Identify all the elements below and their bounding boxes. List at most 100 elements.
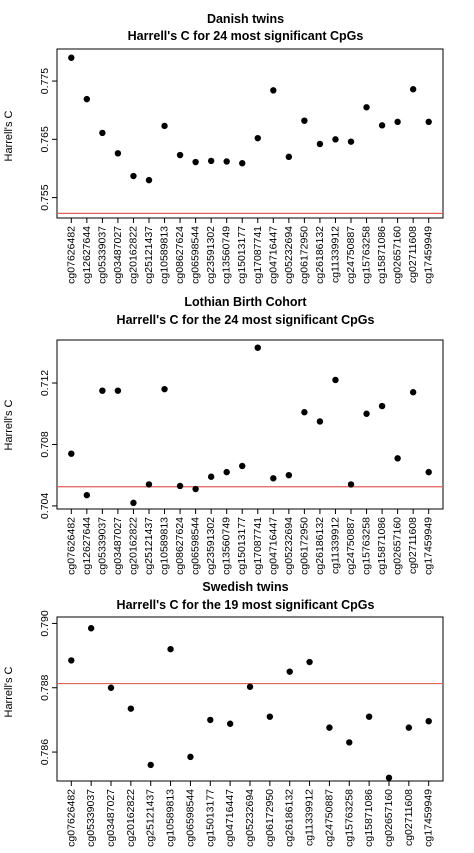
plot-frame [56, 339, 444, 510]
data-point-cg04716447 [226, 720, 234, 727]
y-tick-label: 0.704 [39, 493, 51, 519]
data-point-cg02711608 [405, 724, 413, 731]
chart-subtitle: Harrell's C for the 19 most significant … [117, 598, 375, 612]
y-tick-label: 0.712 [39, 370, 51, 396]
data-point-cg05232694 [285, 472, 293, 479]
x-tick-label: cg03487027 [112, 226, 124, 284]
data-point-cg15013177 [207, 716, 214, 724]
x-tick-label: cg17459949 [423, 517, 435, 575]
x-tick-label: cg15871086 [376, 517, 388, 575]
chart-panel-lothian-birth-cohort: Lothian Birth Cohort Harrell's C for the… [3, 295, 444, 575]
data-point-cg26186132 [316, 140, 324, 148]
x-tick-label: cg23591302 [205, 517, 217, 575]
y-axis-label: Harrell's C [3, 666, 15, 717]
data-point-cg15013177 [239, 462, 246, 470]
x-tick-label: cg25121437 [143, 517, 155, 575]
x-tick-label: cg08627624 [174, 226, 186, 284]
x-tick-label: cg02711608 [403, 789, 415, 846]
chart-subtitle: Harrell's C for the 24 most significant … [117, 313, 375, 327]
data-point-cg13560749 [223, 158, 230, 165]
data-point-cg17459949 [425, 118, 432, 126]
data-point-cg02657160 [394, 455, 401, 462]
chart-panel-danish-twins: Danish twins Harrell's C for 24 most sig… [3, 12, 444, 284]
data-point-cg02657160 [394, 118, 401, 126]
data-point-cg15763258 [363, 410, 370, 417]
x-tick-label: cg11339912 [329, 226, 341, 283]
x-tick-label: cg02657160 [392, 517, 404, 575]
y-tick-label: 0.708 [39, 431, 51, 457]
x-tick-label: cg12627644 [81, 226, 93, 284]
x-tick-label: cg02657160 [383, 789, 395, 847]
data-point-cg10589813 [161, 122, 168, 130]
data-point-cg02657160 [385, 774, 393, 781]
data-point-cg25121437 [147, 761, 154, 769]
x-tick-label: cg20162822 [125, 789, 137, 847]
x-tick-label: cg10589813 [165, 789, 177, 847]
data-point-cg15763258 [346, 739, 353, 746]
x-tick-label: cg04716447 [267, 517, 279, 575]
y-axis-label: Harrell's C [3, 110, 15, 161]
x-tick-label: cg17459949 [423, 789, 435, 847]
x-tick-label: cg10589813 [159, 517, 171, 575]
data-point-cg15013177 [239, 160, 246, 167]
data-point-cg24750887 [347, 138, 355, 145]
data-point-cg20162822 [127, 705, 135, 712]
x-tick-label: cg05232694 [283, 517, 295, 575]
data-point-cg10589813 [167, 645, 174, 653]
data-point-cg03487027 [107, 684, 115, 691]
data-point-cg08627624 [176, 151, 184, 159]
y-axis-ticks: 0.786 0.788 0.790 [39, 610, 57, 765]
x-tick-label: cg07626482 [65, 517, 77, 575]
data-point-cg06598544 [192, 485, 199, 493]
data-point-cg12627644 [83, 491, 91, 499]
data-point-cg05339037 [87, 625, 95, 632]
y-tick-label: 0.775 [39, 68, 51, 94]
x-tick-label: cg15763258 [361, 517, 373, 575]
data-point-cg02711608 [409, 389, 417, 396]
x-tick-label: cg26186132 [314, 226, 326, 284]
x-tick-label: cg17087741 [252, 226, 264, 284]
x-tick-label: cg13560749 [221, 226, 233, 284]
data-point-cg06172950 [266, 713, 274, 720]
data-point-cg26186132 [316, 418, 324, 425]
data-point-cg06172950 [301, 409, 308, 416]
y-axis-ticks: 0.755 0.765 0.775 [39, 68, 57, 211]
x-tick-label: cg23591302 [205, 226, 217, 284]
data-point-cg17087741 [254, 344, 261, 351]
x-tick-label: cg06598544 [190, 517, 202, 575]
x-tick-label: cg02711608 [407, 226, 419, 283]
data-point-cg23591302 [207, 473, 215, 480]
data-point-cg06598544 [192, 158, 199, 166]
data-point-cg11339912 [306, 658, 313, 666]
x-tick-label: cg06172950 [298, 517, 310, 575]
x-tick-label: cg15871086 [363, 789, 375, 847]
chart-subtitle: Harrell's C for 24 most significant CpGs [128, 29, 364, 43]
x-tick-label: cg15013177 [204, 789, 216, 847]
x-tick-label: cg24750887 [345, 226, 357, 284]
x-tick-label: cg24750887 [345, 517, 357, 575]
y-tick-label: 0.790 [39, 610, 51, 636]
data-point-cg03487027 [114, 150, 122, 157]
y-tick-label: 0.788 [39, 674, 51, 700]
data-point-cg15871086 [378, 122, 386, 129]
data-point-cg23591302 [207, 157, 215, 165]
plot-frame [56, 616, 444, 782]
data-point-cg05232694 [285, 153, 293, 161]
x-tick-label: cg05232694 [283, 226, 295, 284]
x-tick-label: cg15013177 [236, 517, 248, 575]
x-tick-label: cg07626482 [65, 226, 77, 284]
data-point-cg17459949 [425, 468, 432, 476]
data-points [68, 625, 432, 781]
x-tick-label: cg11339912 [304, 789, 316, 846]
data-point-cg17459949 [425, 717, 432, 725]
data-point-cg06172950 [301, 117, 308, 124]
data-point-cg02711608 [409, 86, 417, 93]
data-point-cg15871086 [378, 402, 386, 410]
data-point-cg15871086 [365, 713, 373, 720]
x-tick-label: cg06172950 [298, 226, 310, 284]
x-tick-label: cg15013177 [236, 226, 248, 284]
y-tick-label: 0.755 [39, 184, 51, 210]
data-point-cg07626482 [68, 657, 75, 664]
x-tick-label: cg13560749 [221, 517, 233, 575]
